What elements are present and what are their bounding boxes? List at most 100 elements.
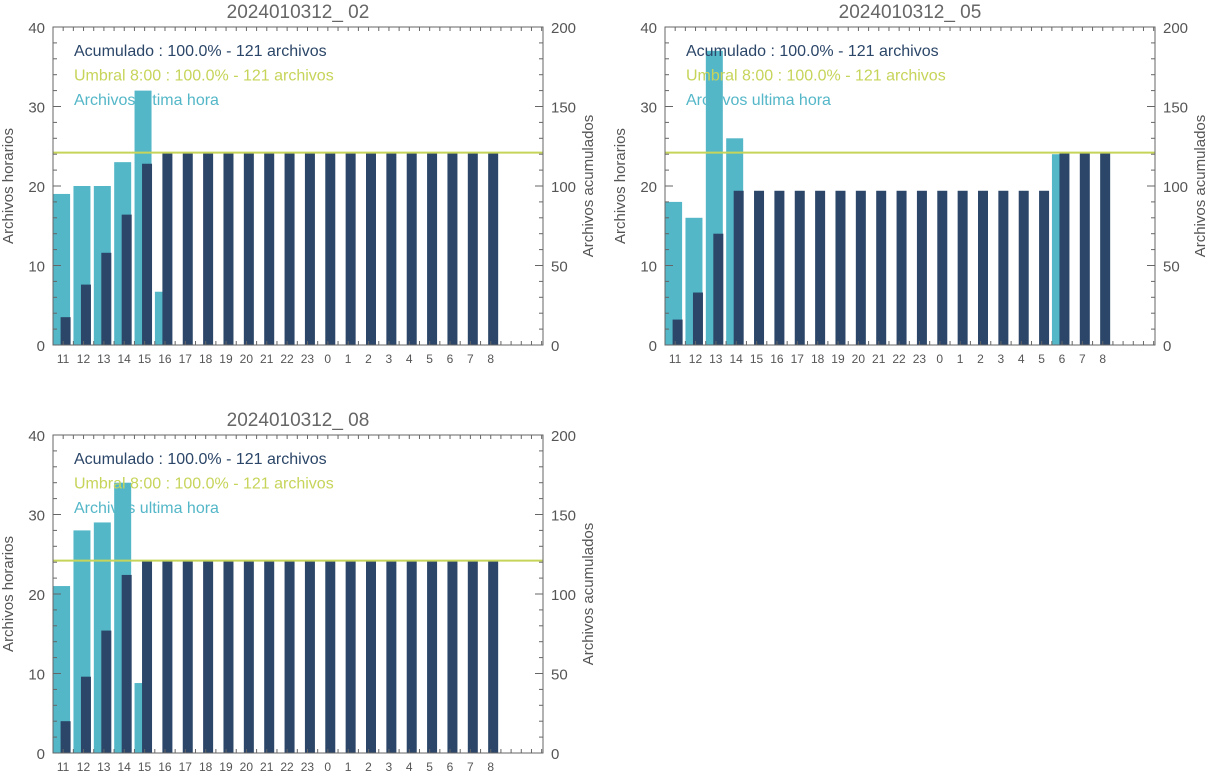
- cumulative-bar: [815, 190, 826, 345]
- x-tick-label: 23: [301, 352, 315, 366]
- y2-tick-label: 200: [1163, 20, 1188, 37]
- y-tick-label: 20: [28, 179, 45, 196]
- cumulative-bar: [345, 152, 356, 345]
- x-tick-label: 4: [406, 760, 413, 771]
- y2-axis-label: Archivos acumulados: [580, 115, 597, 258]
- cumulative-bar: [467, 560, 478, 753]
- cumulative-bar: [243, 560, 254, 753]
- x-tick-label: 12: [77, 352, 91, 366]
- x-tick-label: 14: [118, 352, 132, 366]
- y-tick-label: 40: [28, 428, 45, 445]
- legend-hourly: Archivos ultima hora: [74, 92, 219, 109]
- cumulative-bar: [142, 560, 153, 753]
- y-tick-label: 30: [640, 100, 657, 117]
- cumulative-bar: [937, 190, 948, 345]
- x-tick-label: 22: [280, 352, 294, 366]
- cumulative-bar: [101, 630, 112, 753]
- cumulative-bar: [835, 190, 846, 345]
- y-tick-label: 0: [37, 338, 45, 355]
- x-tick-label: 2: [365, 352, 372, 366]
- x-tick-label: 1: [345, 760, 352, 771]
- cumulative-bar: [406, 560, 417, 753]
- cumulative-bar: [101, 252, 112, 345]
- y-axis-label: Archivos horarios: [0, 536, 17, 652]
- x-tick-label: 3: [998, 352, 1005, 366]
- cumulative-bar: [142, 163, 153, 345]
- x-tick-label: 19: [219, 760, 233, 771]
- cumulative-bar: [304, 560, 315, 753]
- y2-tick-label: 150: [1163, 100, 1188, 117]
- cumulative-bar: [182, 560, 193, 753]
- x-tick-label: 7: [467, 352, 474, 366]
- y-tick-label: 30: [28, 100, 45, 117]
- cumulative-bar: [386, 152, 397, 345]
- x-tick-label: 16: [770, 352, 784, 366]
- y2-axis-label: Archivos acumulados: [580, 523, 597, 666]
- x-tick-label: 23: [301, 760, 315, 771]
- x-tick-label: 13: [709, 352, 723, 366]
- y2-tick-label: 100: [551, 587, 576, 604]
- cumulative-bar: [692, 292, 703, 345]
- hourly-bar: [53, 193, 71, 345]
- cumulative-bar: [366, 152, 376, 345]
- y-tick-label: 10: [28, 259, 45, 276]
- cumulative-bar: [754, 190, 765, 345]
- cumulative-bar: [916, 190, 927, 345]
- y-tick-label: 0: [37, 746, 45, 763]
- x-tick-label: 11: [669, 352, 682, 366]
- cumulative-bar: [1100, 152, 1111, 345]
- x-tick-label: 19: [831, 352, 845, 366]
- cumulative-bar: [284, 152, 295, 345]
- cumulative-bar: [447, 560, 458, 753]
- cumulative-bar: [447, 152, 458, 345]
- x-tick-label: 7: [1079, 352, 1086, 366]
- hourly-bar: [53, 586, 71, 753]
- cumulative-bar: [243, 152, 254, 345]
- y2-tick-label: 100: [1163, 179, 1188, 196]
- cumulative-bar: [427, 152, 438, 345]
- x-tick-label: 3: [386, 760, 393, 771]
- x-tick-label: 0: [324, 352, 331, 366]
- y-tick-label: 20: [28, 587, 45, 604]
- x-tick-label: 20: [852, 352, 866, 366]
- y2-axis-label: Archivos acumulados: [1192, 115, 1206, 258]
- y2-tick-label: 150: [551, 508, 576, 525]
- cumulative-bar: [182, 152, 193, 345]
- cumulative-bar: [203, 560, 214, 753]
- x-tick-label: 11: [57, 760, 70, 771]
- cumulative-bar: [121, 574, 132, 753]
- x-tick-label: 12: [689, 352, 703, 366]
- x-tick-label: 17: [179, 352, 193, 366]
- cumulative-bar: [264, 560, 275, 753]
- cumulative-bar: [672, 319, 683, 345]
- x-tick-label: 22: [280, 760, 294, 771]
- cumulative-bar: [1018, 190, 1029, 345]
- x-tick-label: 6: [447, 760, 454, 771]
- y2-tick-label: 200: [551, 20, 576, 37]
- cumulative-bar: [876, 190, 887, 345]
- cumulative-bar: [1039, 190, 1050, 345]
- x-tick-label: 2: [977, 352, 984, 366]
- legend-threshold: Umbral 8:00 : 100.0% - 121 archivos: [74, 68, 334, 85]
- y-axis-label: Archivos horarios: [0, 128, 17, 244]
- x-tick-label: 14: [118, 760, 132, 771]
- x-tick-label: 5: [1038, 352, 1045, 366]
- cumulative-bar: [978, 190, 988, 345]
- legend-hourly: Archivos ultima hora: [686, 92, 831, 109]
- x-tick-label: 22: [892, 352, 906, 366]
- y2-tick-label: 150: [551, 100, 576, 117]
- cumulative-bar: [998, 190, 1009, 345]
- x-tick-label: 21: [872, 352, 886, 366]
- y-tick-label: 10: [640, 259, 657, 276]
- y-tick-label: 40: [28, 20, 45, 37]
- x-tick-label: 15: [138, 760, 152, 771]
- cumulative-bar: [406, 152, 417, 345]
- cumulative-bar: [80, 676, 91, 753]
- cumulative-bar: [60, 317, 71, 345]
- cumulative-bar: [713, 233, 724, 345]
- x-tick-label: 1: [957, 352, 964, 366]
- cumulative-bar: [325, 560, 336, 753]
- x-tick-label: 7: [467, 760, 474, 771]
- x-tick-label: 1: [345, 352, 352, 366]
